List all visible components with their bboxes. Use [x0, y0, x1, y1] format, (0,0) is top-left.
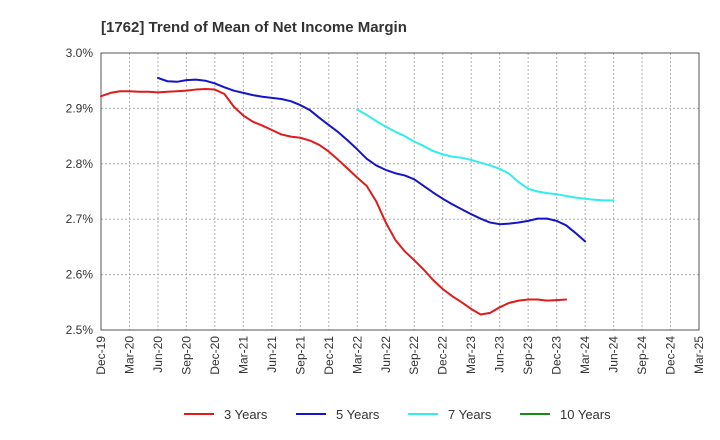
series-line-0	[100, 88, 568, 316]
y-axis-ticks: 2.5% 2.6% 2.7% 2.8% 2.9% 3.0%	[66, 46, 94, 337]
x-axis-ticks: Dec-19 Mar-20 Jun-20 Sep-20 Dec-20 Mar-21 Jun-…	[94, 336, 706, 375]
y-tick-label-4: 2.9%	[66, 101, 94, 115]
legend-label-0: 3 Years	[224, 407, 268, 422]
x-tick-label-7: Sep-21	[293, 336, 307, 375]
x-tick-label-13: Mar-23	[464, 336, 478, 374]
legend-label-1: 5 Years	[336, 407, 380, 422]
x-tick-label-11: Sep-22	[407, 336, 421, 375]
y-tick-label-3: 2.8%	[66, 157, 94, 171]
x-tick-label-9: Mar-22	[350, 336, 364, 374]
x-tick-label-1: Mar-20	[122, 336, 136, 374]
x-tick-label-0: Dec-19	[94, 336, 108, 375]
x-tick-label-18: Jun-24	[607, 336, 621, 373]
x-tick-label-15: Sep-23	[521, 336, 535, 375]
x-tick-label-6: Jun-21	[265, 336, 279, 373]
x-tick-label-19: Sep-24	[635, 336, 649, 375]
x-tick-label-5: Mar-21	[236, 336, 250, 374]
x-tick-label-3: Sep-20	[179, 336, 193, 375]
x-tick-label-8: Dec-21	[322, 336, 336, 375]
legend: 3 Years 5 Years 7 Years 10 Years	[184, 407, 611, 422]
y-tick-label-5: 3.0%	[66, 46, 94, 60]
x-tick-label-14: Jun-23	[493, 336, 507, 373]
y-tick-label-1: 2.6%	[66, 268, 94, 282]
chart-title: [1762] Trend of Mean of Net Income Margi…	[101, 19, 407, 36]
series-line-1	[156, 76, 587, 243]
x-tick-label-4: Dec-20	[208, 336, 222, 375]
grid-lines	[100, 52, 700, 331]
x-tick-label-12: Dec-22	[436, 336, 450, 375]
x-tick-label-17: Mar-24	[578, 336, 592, 374]
x-tick-label-21: Mar-25	[692, 336, 706, 374]
y-tick-label-0: 2.5%	[66, 323, 94, 337]
x-tick-label-10: Jun-22	[379, 336, 393, 373]
x-tick-label-2: Jun-20	[151, 336, 165, 373]
y-tick-label-2: 2.7%	[66, 212, 94, 226]
legend-label-3: 10 Years	[560, 407, 611, 422]
plot-frame	[100, 52, 700, 331]
legend-label-2: 7 Years	[448, 407, 492, 422]
series-lines	[100, 76, 615, 316]
x-tick-label-20: Dec-24	[664, 336, 678, 375]
x-tick-label-16: Dec-23	[550, 336, 564, 375]
series-line-2	[356, 108, 615, 202]
